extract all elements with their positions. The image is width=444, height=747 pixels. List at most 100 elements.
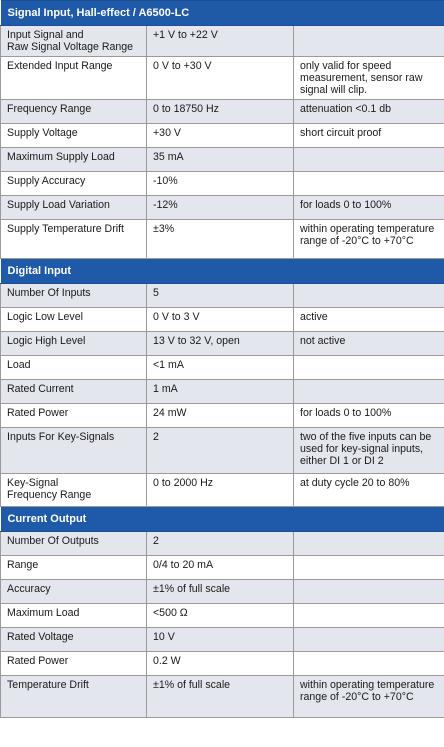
value-cell: <1 mA: [146, 355, 294, 380]
value-cell: 0.2 W: [146, 651, 294, 676]
parameter-cell: Key-Signal Frequency Range: [0, 473, 147, 507]
value-cell: 10 V: [146, 627, 294, 652]
note-cell: [293, 283, 444, 308]
parameter-cell: Supply Load Variation: [0, 195, 147, 220]
parameter-cell: Rated Power: [0, 651, 147, 676]
parameter-cell: Frequency Range: [0, 99, 147, 124]
note-cell: not active: [293, 331, 444, 356]
table-row: Frequency Range 0 to 18750 Hz attenuation …: [0, 99, 444, 124]
parameter-cell: Range: [0, 555, 147, 580]
table-row: Supply Temperature Drift ±3% within operat…: [0, 219, 444, 259]
value-cell: 35 mA: [146, 147, 294, 172]
parameter-cell: Input Signal and Raw Signal Voltage Rang…: [0, 25, 147, 57]
parameter-cell: Number Of Inputs: [0, 283, 147, 308]
table-row: Input Signal and Raw Signal Voltage Rang…: [0, 25, 444, 57]
value-cell: 0 V to 3 V: [146, 307, 294, 332]
value-cell: +30 V: [146, 123, 294, 148]
note-cell: [293, 627, 444, 652]
value-cell: 2: [146, 531, 294, 556]
parameter-cell: Rated Power: [0, 403, 147, 428]
value-cell: 1 mA: [146, 379, 294, 404]
parameter-cell: Supply Accuracy: [0, 171, 147, 196]
note-cell: short circuit proof: [293, 123, 444, 148]
parameter-cell: Maximum Supply Load: [0, 147, 147, 172]
note-cell: [293, 651, 444, 676]
table-row: Number Of Inputs 5: [0, 283, 444, 308]
table-row: Rated Power 0.2 W: [0, 651, 444, 676]
parameter-cell: Accuracy: [0, 579, 147, 604]
parameter-cell: Supply Temperature Drift: [0, 219, 147, 259]
note-cell: [293, 531, 444, 556]
section-digital-input-header: Digital Input: [0, 258, 444, 284]
value-cell: +1 V to +22 V: [146, 25, 294, 57]
section-title: Digital Input: [0, 258, 444, 284]
specification-table-body: Signal Input, Hall-effect / A6500-LC Inpu…: [0, 0, 444, 718]
value-cell: <500 Ω: [146, 603, 294, 628]
note-cell: active: [293, 307, 444, 332]
table-row: Supply Accuracy -10%: [0, 171, 444, 196]
value-cell: 0 to 18750 Hz: [146, 99, 294, 124]
note-cell: for loads 0 to 100%: [293, 403, 444, 428]
parameter-cell: Inputs For Key-Signals: [0, 427, 147, 474]
note-cell: within operating temperature range of -2…: [293, 675, 444, 718]
note-cell: for loads 0 to 100%: [293, 195, 444, 220]
note-cell: [293, 147, 444, 172]
parameter-cell: Rated Current: [0, 379, 147, 404]
parameter-cell: Supply Voltage: [0, 123, 147, 148]
note-cell: at duty cycle 20 to 80%: [293, 473, 444, 507]
note-cell: [293, 25, 444, 57]
section-signal-input-header: Signal Input, Hall-effect / A6500-LC: [0, 0, 444, 26]
table-row: Key-Signal Frequency Range 0 to 2000 Hz at…: [0, 473, 444, 507]
table-row: Range 0/4 to 20 mA: [0, 555, 444, 580]
table-row: Number Of Outputs 2: [0, 531, 444, 556]
parameter-cell: Number Of Outputs: [0, 531, 147, 556]
section-current-output-header: Current Output: [0, 506, 444, 532]
parameter-cell: Maximum Load: [0, 603, 147, 628]
parameter-cell: Logic Low Level: [0, 307, 147, 332]
table-row: Inputs For Key-Signals 2 two of the five i…: [0, 427, 444, 474]
note-cell: only valid for speed measurement, sensor…: [293, 56, 444, 100]
table-row: Temperature Drift ±1% of full scale within…: [0, 675, 444, 718]
note-cell: [293, 379, 444, 404]
section-title: Current Output: [0, 506, 444, 532]
value-cell: ±1% of full scale: [146, 675, 294, 718]
parameter-cell: Extended Input Range: [0, 56, 147, 100]
value-cell: -10%: [146, 171, 294, 196]
value-cell: ±3%: [146, 219, 294, 259]
table-row: Maximum Supply Load 35 mA: [0, 147, 444, 172]
note-cell: [293, 355, 444, 380]
note-cell: two of the five inputs can be used for k…: [293, 427, 444, 474]
value-cell: ±1% of full scale: [146, 579, 294, 604]
value-cell: 24 mW: [146, 403, 294, 428]
parameter-cell: Load: [0, 355, 147, 380]
table-row: Load <1 mA: [0, 355, 444, 380]
table-row: Rated Power 24 mW for loads 0 to 100%: [0, 403, 444, 428]
section-title: Signal Input, Hall-effect / A6500-LC: [0, 0, 444, 26]
note-cell: [293, 603, 444, 628]
value-cell: 13 V to 32 V, open: [146, 331, 294, 356]
note-cell: attenuation <0.1 db: [293, 99, 444, 124]
value-cell: 5: [146, 283, 294, 308]
note-cell: within operating temperature range of -2…: [293, 219, 444, 259]
table-row: Logic High Level 13 V to 32 V, open not ac…: [0, 331, 444, 356]
table-row: Maximum Load <500 Ω: [0, 603, 444, 628]
parameter-cell: Rated Voltage: [0, 627, 147, 652]
value-cell: 0 V to +30 V: [146, 56, 294, 100]
table-row: Accuracy ±1% of full scale: [0, 579, 444, 604]
specification-table: Signal Input, Hall-effect / A6500-LC Inpu…: [0, 0, 444, 718]
table-row: Rated Current 1 mA: [0, 379, 444, 404]
note-cell: [293, 579, 444, 604]
value-cell: 0/4 to 20 mA: [146, 555, 294, 580]
note-cell: [293, 555, 444, 580]
parameter-cell: Temperature Drift: [0, 675, 147, 718]
table-row: Supply Load Variation -12% for loads 0 to …: [0, 195, 444, 220]
table-row: Rated Voltage 10 V: [0, 627, 444, 652]
note-cell: [293, 171, 444, 196]
value-cell: -12%: [146, 195, 294, 220]
value-cell: 0 to 2000 Hz: [146, 473, 294, 507]
value-cell: 2: [146, 427, 294, 474]
